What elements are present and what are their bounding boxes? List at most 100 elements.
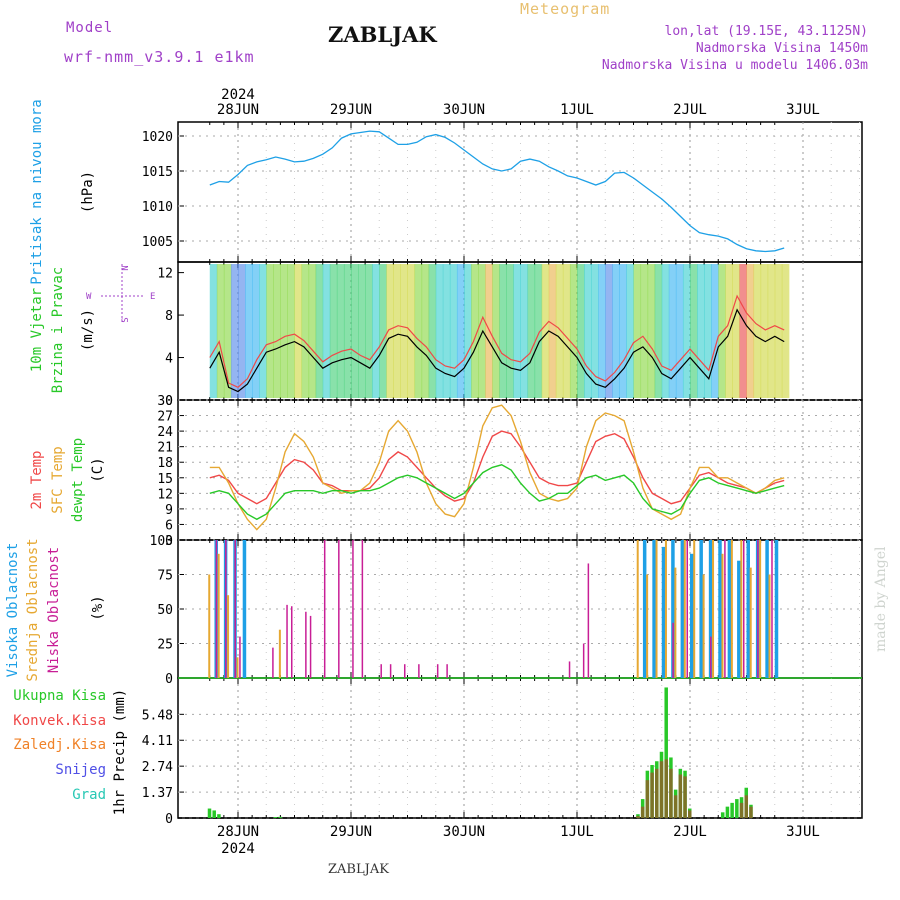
cloud-bar-0 [680,540,685,678]
cloud-bar-1 [768,574,771,678]
y-tick-label: 1005 [142,235,173,250]
cloud-bar-2 [272,647,274,678]
wind-barb-band [471,264,479,398]
wind-barb-band [407,264,416,398]
wind-barb-band [633,264,642,398]
wind-barb-band [682,264,691,398]
model-altitude-label: Nadmorska Visina u modelu 1406.03m [601,58,868,73]
y-tick-label: 50 [157,603,173,618]
wind-barb-band [598,264,606,398]
precip-total-bar [720,812,725,818]
wind-barb-band [577,264,585,398]
precip-total-bar [273,817,278,818]
cloud-bar-2 [710,636,712,678]
precip-conv-bar [749,806,753,818]
cloud-bar-1 [236,657,239,678]
wind-barb-band [527,264,536,398]
precip-total-bar [725,806,730,818]
bottom-day-label: 30JUN [443,824,485,840]
cloud-bar-2 [338,540,340,678]
wind-barb-band [534,264,543,398]
wind-barb-band [329,264,338,398]
wind-barb-band [499,264,507,398]
wind-barb-band [287,264,295,398]
high-cloud-label: Visoka Oblacnost [5,543,21,678]
cloud-bar-1 [278,629,281,678]
cloud-bar-2 [757,540,759,678]
cloud-bar-2 [742,540,745,678]
wind-barb-band [301,264,310,398]
wind-barb-band [351,264,359,398]
cloud-unit: (%) [90,595,106,620]
wind-barb-band [266,264,274,398]
y-tick-label: 8 [165,309,173,324]
precip-conv-bar [669,768,673,818]
wind-barb-band [238,264,246,398]
wind-barb-band [492,264,500,398]
wind-barb-band [273,264,281,398]
meteogram-title: Meteogram [520,0,611,18]
bottom-day-label: 2JUL [673,824,707,840]
cloud-bar-2 [418,664,420,678]
precip-total-bar [217,814,221,818]
wind-barb-band [548,264,557,398]
cloud-bar-2 [323,540,326,678]
y-tick-label: 12 [157,267,173,282]
wind-barb-band [513,264,521,398]
sfc-temp-label: SFC Temp [50,446,66,513]
precip-conv-bar [650,772,654,818]
mid-cloud-label: Srednja Oblacnost [25,538,41,681]
y-tick-label: 2.74 [142,760,173,775]
wind-barb-band [781,264,790,398]
wind-barb-band [767,264,776,398]
wind-speed-line [209,308,785,393]
wind-barb-band [358,264,366,398]
cloud-bar-0 [746,540,750,678]
wind-barb-band [414,264,423,398]
cloud-bar-0 [699,540,703,678]
wind-barb-band [605,264,613,398]
wind-barb-band [746,264,755,398]
wind-barb-band [421,264,430,398]
model-version: wrf-nmm_v3.9.1 e1km [64,48,255,66]
wind-barb-band [640,264,649,398]
wind-barb-band [280,264,288,398]
precip-total-bar [730,802,734,818]
temp-line-2 [209,464,785,521]
cloud-bar-2 [380,664,382,678]
wind-barb-band [732,264,740,398]
top-day-label: 1JUL [560,102,594,118]
cloud-bar-2 [361,540,364,678]
wind-barb-band [365,264,373,398]
cloud-bar-1 [227,595,230,678]
wind-barb-band [668,264,677,398]
altitude-label: Nadmorska Visina 1450m [695,41,868,56]
y-tick-label: 6 [165,518,173,533]
precip-unit: 1hr Precip (mm) [112,689,128,815]
precip-conv-bar [683,776,687,818]
wind-barb-band [343,264,352,398]
top-day-label: 2JUL [673,102,707,118]
y-tick-label: 1010 [142,200,173,215]
y-tick-label: 27 [157,410,173,425]
wind-barb-band [506,264,514,398]
wind-title-1: 10m Vjetar [29,288,45,372]
cloud-bar-0 [690,553,694,678]
wind-barb-band [739,264,747,398]
cloud-bar-1 [217,553,220,678]
cloud-bar-0 [242,540,247,678]
precip-legend-4: Grad [72,787,106,803]
bottom-day-label: 3JUL [786,824,820,840]
wind-barb-band [379,264,387,398]
precip-conv-bar [640,806,645,818]
wind-barb-band [654,264,663,398]
cloud-bar-2 [686,540,688,678]
y-tick-label: 9 [165,503,173,518]
wind-barb-band [619,264,627,398]
dewpt-temp-label: dewpt Temp [70,438,86,522]
y-tick-label: 1.37 [142,786,173,801]
wind-barb-band [386,264,394,398]
cloud-bar-0 [765,540,769,678]
wind-barb-band [393,264,401,398]
